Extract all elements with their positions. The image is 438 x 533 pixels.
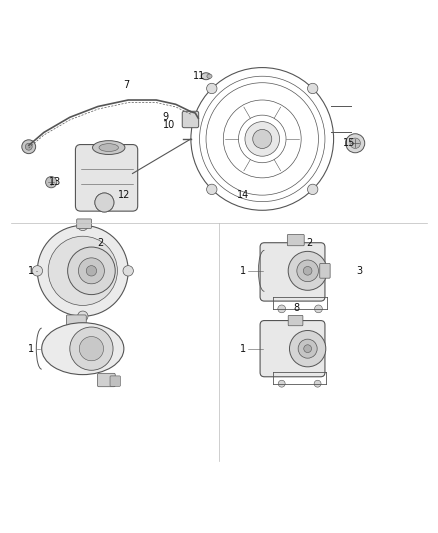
Text: 2: 2 <box>307 238 313 248</box>
Circle shape <box>95 193 114 212</box>
Text: 1: 1 <box>240 344 246 354</box>
Circle shape <box>32 265 42 276</box>
Circle shape <box>278 380 285 387</box>
Circle shape <box>278 305 286 313</box>
Circle shape <box>79 336 103 361</box>
Circle shape <box>48 236 117 305</box>
Circle shape <box>95 193 114 212</box>
Text: 1: 1 <box>28 344 34 354</box>
Text: 10: 10 <box>163 119 175 130</box>
Text: 11: 11 <box>194 71 206 81</box>
Text: 9: 9 <box>162 112 168 122</box>
FancyBboxPatch shape <box>260 320 325 377</box>
Text: 8: 8 <box>294 303 300 312</box>
Circle shape <box>304 266 312 275</box>
FancyBboxPatch shape <box>320 263 330 278</box>
Circle shape <box>298 339 317 358</box>
FancyBboxPatch shape <box>66 315 86 328</box>
Circle shape <box>22 140 35 154</box>
Circle shape <box>78 258 104 284</box>
FancyBboxPatch shape <box>182 111 199 128</box>
Circle shape <box>78 311 88 321</box>
Text: 12: 12 <box>118 190 130 200</box>
Circle shape <box>86 265 97 276</box>
Circle shape <box>253 130 272 149</box>
Text: 15: 15 <box>343 138 355 148</box>
Text: 14: 14 <box>237 190 249 200</box>
Text: 1: 1 <box>240 266 246 276</box>
Circle shape <box>70 327 113 370</box>
FancyBboxPatch shape <box>287 235 304 246</box>
Circle shape <box>314 380 321 387</box>
FancyBboxPatch shape <box>98 373 115 387</box>
Circle shape <box>207 83 217 94</box>
Ellipse shape <box>207 74 212 78</box>
Circle shape <box>123 265 134 276</box>
Circle shape <box>314 305 322 313</box>
Circle shape <box>207 184 217 195</box>
Circle shape <box>290 330 326 367</box>
Text: 13: 13 <box>49 177 61 187</box>
Text: 1: 1 <box>28 266 34 276</box>
Circle shape <box>37 225 128 316</box>
Circle shape <box>288 252 327 290</box>
Ellipse shape <box>42 322 124 375</box>
Circle shape <box>346 134 365 153</box>
Ellipse shape <box>99 144 118 151</box>
Circle shape <box>46 176 57 188</box>
Circle shape <box>307 83 318 94</box>
Circle shape <box>350 138 360 149</box>
Circle shape <box>297 260 318 281</box>
Circle shape <box>78 220 88 231</box>
Circle shape <box>304 345 311 352</box>
Text: 2: 2 <box>97 238 103 248</box>
Ellipse shape <box>201 73 211 80</box>
FancyBboxPatch shape <box>260 243 325 301</box>
FancyBboxPatch shape <box>288 316 303 326</box>
FancyBboxPatch shape <box>75 144 138 211</box>
Text: 3: 3 <box>357 266 363 276</box>
Circle shape <box>245 122 279 156</box>
Circle shape <box>67 247 115 295</box>
Circle shape <box>25 143 32 150</box>
Circle shape <box>307 184 318 195</box>
FancyBboxPatch shape <box>77 219 92 229</box>
Ellipse shape <box>92 141 125 155</box>
FancyBboxPatch shape <box>110 376 120 386</box>
Text: 7: 7 <box>123 80 129 90</box>
